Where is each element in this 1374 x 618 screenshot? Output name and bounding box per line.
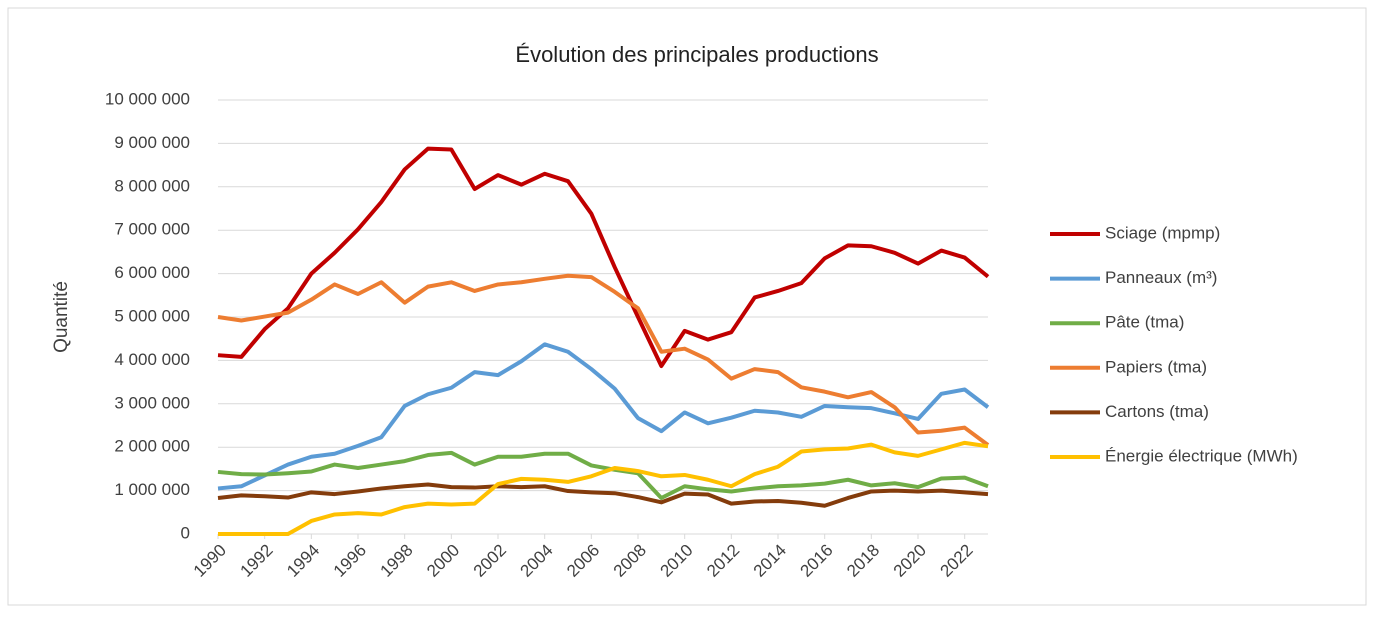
- y-tick-label: 4 000 000: [114, 350, 190, 369]
- y-tick-label: 10 000 000: [105, 89, 190, 108]
- y-tick-label: 1 000 000: [114, 480, 190, 499]
- y-tick-label: 3 000 000: [114, 393, 190, 412]
- y-axis-label: Quantité: [51, 281, 72, 353]
- y-tick-label: 7 000 000: [114, 220, 190, 239]
- legend-label: Cartons (tma): [1105, 402, 1209, 421]
- legend-label: Énergie électrique (MWh): [1105, 446, 1298, 465]
- series-line: [217, 482, 989, 508]
- y-tick-label: 0: [181, 523, 190, 542]
- y-tick-label: 5 000 000: [114, 306, 190, 325]
- chart-border: [7, 7, 1367, 606]
- series-line: [217, 273, 990, 447]
- legend-label: Papiers (tma): [1105, 357, 1207, 376]
- series-line: [218, 440, 989, 536]
- legend-label: Sciage (mpmp): [1105, 223, 1220, 242]
- legend-label: Pâte (tma): [1105, 313, 1184, 332]
- legend-label: Panneaux (m³): [1105, 268, 1217, 287]
- y-tick-label: 6 000 000: [114, 263, 190, 282]
- series-line: [217, 146, 990, 369]
- series-line: [217, 342, 990, 491]
- y-tick-label: 2 000 000: [114, 437, 190, 456]
- chart-title: Évolution des principales productions: [515, 42, 878, 67]
- series-line: [217, 450, 989, 500]
- y-tick-label: 9 000 000: [114, 133, 190, 152]
- y-tick-label: 8 000 000: [114, 176, 190, 195]
